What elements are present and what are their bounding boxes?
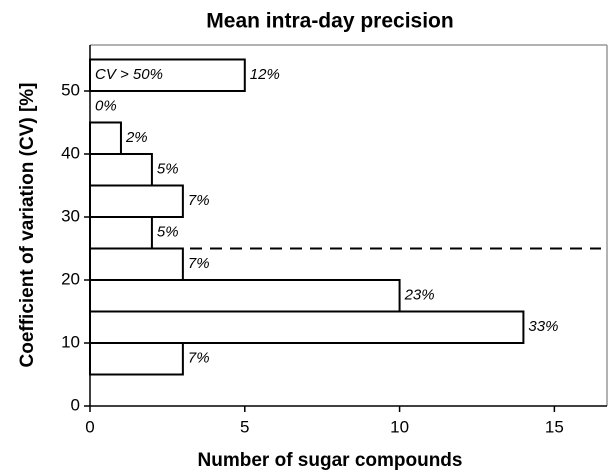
value-label: 12% xyxy=(250,66,280,83)
value-label: 0% xyxy=(95,98,117,115)
y-axis-label: Coefficient of variation (CV) [%] xyxy=(17,82,38,367)
bar xyxy=(89,121,122,155)
annotation: CV > 50% xyxy=(95,66,163,83)
value-label: 7% xyxy=(188,255,210,272)
x-tick-label: 0 xyxy=(85,417,94,436)
value-label: 5% xyxy=(157,224,179,241)
y-tick-label: 20 xyxy=(61,269,80,288)
y-tick-label: 50 xyxy=(61,80,80,99)
bar xyxy=(89,278,401,313)
bar xyxy=(89,310,525,344)
value-label: 7% xyxy=(188,350,210,367)
x-tick-label: 15 xyxy=(545,417,564,436)
y-tick-label: 10 xyxy=(61,332,80,351)
bar xyxy=(89,341,184,376)
bar xyxy=(89,184,184,218)
bar xyxy=(89,58,246,92)
bar xyxy=(89,152,153,187)
x-axis-label: Number of sugar compounds xyxy=(198,450,463,470)
y-tick-label: 30 xyxy=(61,206,80,225)
value-label: 7% xyxy=(188,192,210,209)
y-tick-label: 0 xyxy=(71,395,80,414)
value-label: 33% xyxy=(528,318,558,335)
y-tick-label: 40 xyxy=(61,143,80,162)
value-label: 5% xyxy=(157,161,179,178)
bar xyxy=(89,215,153,250)
chart-title: Mean intra-day precision xyxy=(206,10,453,33)
x-tick-label: 5 xyxy=(240,417,249,436)
value-label: 23% xyxy=(404,287,435,304)
x-tick-label: 10 xyxy=(390,417,409,436)
value-label: 2% xyxy=(125,129,148,146)
bar xyxy=(89,247,184,281)
